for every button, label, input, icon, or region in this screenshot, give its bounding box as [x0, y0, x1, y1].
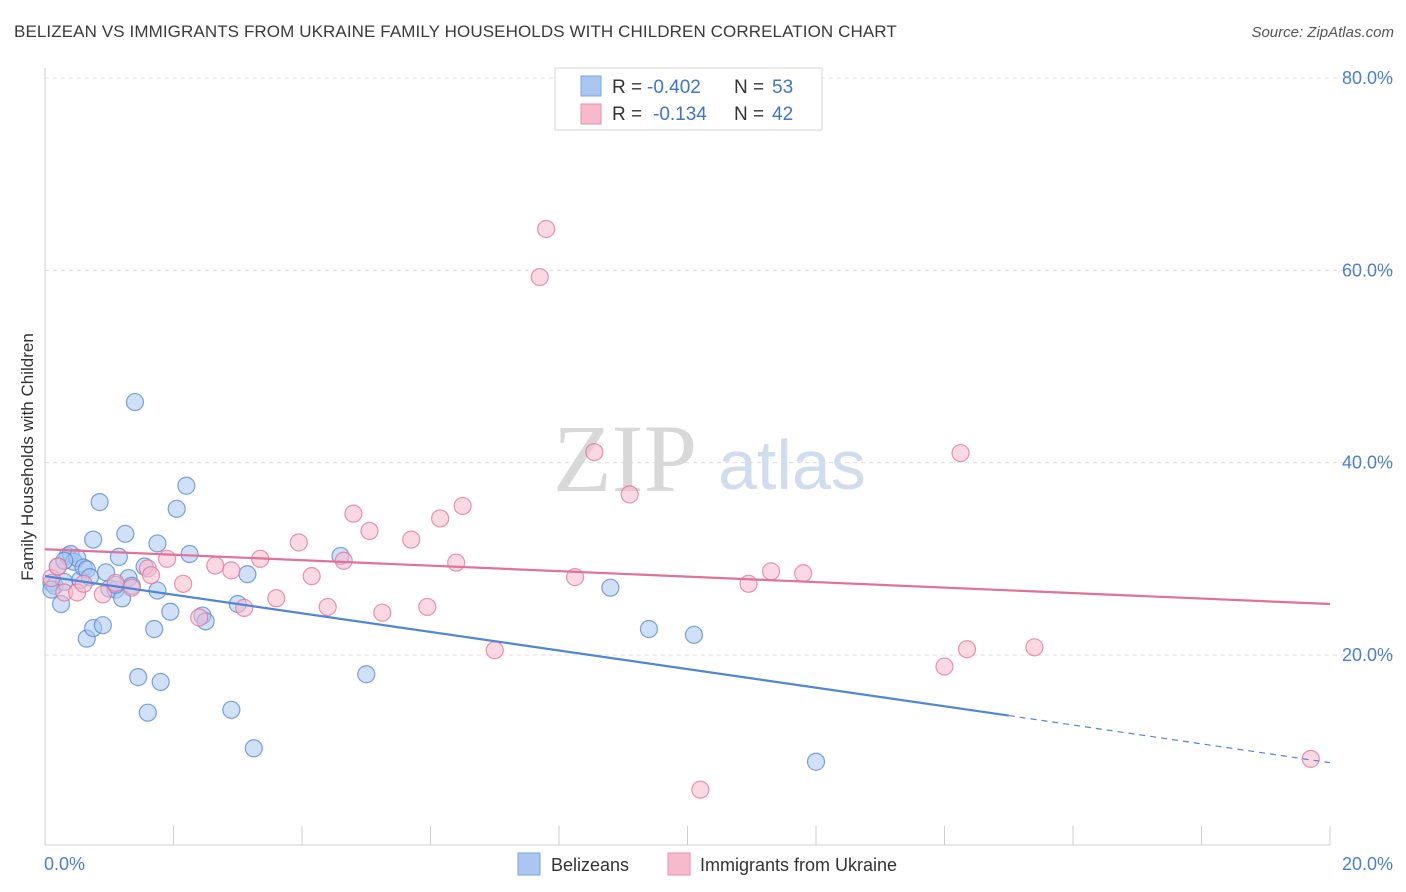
ukraine-point	[402, 530, 421, 549]
belizeans-point	[90, 492, 109, 512]
ukraine-point	[106, 573, 125, 592]
x-tick-label-max: 20.0%	[1342, 854, 1393, 874]
legend-n-label-ukraine: N =	[734, 104, 764, 125]
belizeans-trend-line	[44, 575, 1009, 717]
ukraine-point	[691, 780, 710, 799]
ukraine-point	[344, 504, 363, 523]
legend-swatch-ukraine	[580, 103, 602, 125]
bottom-legend-swatch-ukraine	[667, 852, 691, 876]
belizeans-point	[601, 578, 620, 597]
belizeans-points	[42, 392, 826, 771]
ukraine-point	[157, 549, 177, 568]
ukraine-point	[951, 443, 970, 463]
belizeans-point	[125, 392, 145, 412]
ukraine-point	[431, 509, 450, 528]
belizeans-point	[167, 499, 186, 518]
ukraine-point	[48, 557, 67, 576]
legend-swatch-belizeans	[580, 75, 602, 97]
ukraine-point	[190, 608, 209, 627]
legend-n-value-belizeans: 53	[772, 77, 793, 98]
ukraine-point	[302, 567, 321, 586]
belizeans-point	[806, 752, 826, 771]
ukraine-point	[453, 496, 472, 516]
belizeans-point	[93, 616, 112, 635]
ukraine-point	[957, 640, 977, 659]
bottom-legend-label-ukraine: Immigrants from Ukraine	[700, 855, 897, 875]
ukraine-point	[141, 566, 161, 585]
legend-n-label-belizeans: N =	[734, 77, 764, 98]
belizeans-point	[180, 544, 199, 564]
ukraine-point	[267, 589, 286, 608]
x-tick-label-min: 0.0%	[44, 854, 85, 874]
y-tick-label: 80.0%	[1342, 68, 1393, 88]
belizeans-point	[148, 534, 167, 553]
ukraine-point	[206, 556, 225, 575]
bottom-legend-swatch-belizeans	[517, 852, 541, 876]
ukraine-point	[1025, 638, 1044, 657]
belizeans-point	[222, 700, 241, 719]
legend-r-value-belizeans: -0.402	[647, 77, 701, 98]
ukraine-trend-line	[44, 548, 1331, 606]
belizeans-point	[84, 530, 103, 549]
ukraine-point	[318, 597, 337, 617]
ukraine-points	[42, 219, 1320, 799]
belizeans-point	[639, 619, 659, 639]
belizeans-point	[684, 625, 704, 644]
bottom-legend-label-belizeans: Belizeans	[551, 855, 629, 875]
source-label: Source: ZipAtlas.com	[1251, 24, 1394, 41]
y-axis-title: Family Households with Children	[18, 333, 37, 581]
belizeans-point	[145, 619, 164, 639]
belizeans-point	[161, 602, 180, 621]
ukraine-point	[235, 598, 254, 617]
bottom-legend: Belizeans Immigrants from Ukraine	[517, 852, 897, 876]
ukraine-point	[1301, 749, 1320, 768]
watermark-atlas: atlas	[718, 426, 866, 504]
y-tick-labels: 20.0% 40.0% 60.0% 80.0%	[1342, 68, 1393, 665]
ukraine-point	[620, 485, 639, 504]
ukraine-point	[530, 267, 549, 287]
legend-n-value-ukraine: 42	[772, 104, 793, 125]
y-tick-label: 40.0%	[1342, 453, 1393, 473]
ukraine-point	[537, 219, 556, 239]
belizeans-point	[109, 547, 128, 567]
belizeans-trend-extension	[1008, 714, 1331, 764]
belizeans-point	[138, 703, 157, 722]
ukraine-point	[222, 561, 241, 580]
ukraine-point	[74, 574, 93, 593]
chart-title: BELIZEAN VS IMMIGRANTS FROM UKRAINE FAMI…	[14, 22, 897, 41]
belizeans-point	[357, 665, 376, 684]
ukraine-point	[485, 641, 504, 660]
ukraine-point	[418, 597, 437, 617]
belizeans-point	[238, 565, 257, 584]
ukraine-point	[373, 603, 392, 622]
belizeans-point	[116, 524, 135, 543]
legend-r-label-belizeans: R =	[612, 77, 642, 98]
ukraine-point	[360, 521, 379, 541]
ukraine-point	[174, 574, 193, 593]
ukraine-point	[935, 657, 954, 676]
ukraine-point	[447, 553, 466, 572]
legend-r-value-ukraine: -0.134	[653, 104, 707, 125]
stats-legend: R = -0.402 N = 53 R = -0.134 N = 42	[554, 67, 823, 131]
ukraine-point	[289, 533, 308, 552]
belizeans-point	[244, 739, 263, 758]
x-axis-ticks	[44, 826, 1331, 845]
ukraine-point	[761, 562, 781, 581]
y-tick-label: 60.0%	[1342, 260, 1393, 280]
trend-lines	[44, 548, 1331, 764]
ukraine-point	[93, 585, 112, 604]
legend-r-label-ukraine: R =	[612, 104, 642, 125]
belizeans-point	[129, 668, 148, 687]
y-tick-label: 20.0%	[1342, 645, 1393, 665]
ukraine-point	[794, 564, 813, 583]
ukraine-point	[585, 442, 604, 462]
belizeans-point	[151, 672, 170, 692]
belizeans-point	[177, 476, 196, 495]
